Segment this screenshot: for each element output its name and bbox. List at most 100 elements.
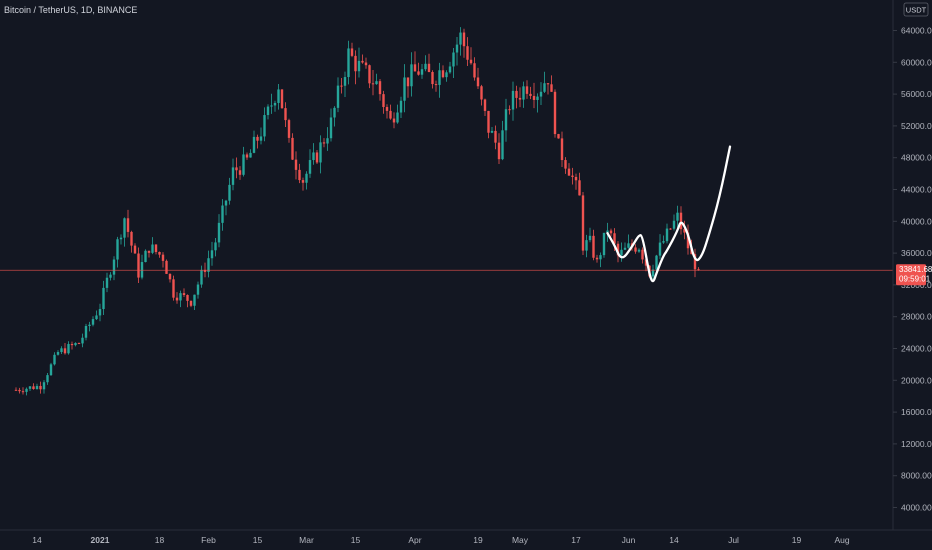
candle-body [270, 105, 273, 107]
quote-unit-frame [903, 2, 929, 17]
candle-body [511, 90, 515, 110]
candle-body [483, 99, 487, 111]
candle-body [88, 324, 91, 326]
candle-body [14, 389, 18, 391]
candle-body [123, 218, 126, 238]
candle-body [329, 117, 333, 139]
candle-body [91, 319, 95, 325]
quote-unit-label: USDT [906, 6, 927, 15]
candle-body [214, 242, 217, 251]
time-tick-label: Mar [299, 535, 314, 545]
time-tick-label: 18 [155, 535, 165, 545]
time-axis[interactable]: 14 2021 18 Feb 15 Mar 15 Apr 19 May 17 Jun 14 Jul 19 Au… [32, 535, 850, 545]
candle-body [480, 86, 483, 100]
candle-body [168, 273, 172, 280]
projection-drawing[interactable] [606, 145, 732, 283]
candle-body [686, 232, 690, 249]
candle-body [655, 255, 658, 270]
candle-body [105, 277, 109, 288]
candle-body [224, 200, 228, 206]
candle-body [581, 195, 585, 251]
candle-body [81, 337, 84, 344]
candle-body [322, 142, 326, 144]
candle-body [242, 154, 245, 175]
candle-body [469, 59, 473, 64]
candle-body [595, 257, 599, 260]
candle-body [693, 254, 697, 270]
candle-body [333, 107, 336, 118]
candle-body [543, 83, 546, 92]
candle-body [273, 102, 277, 106]
candle-body [676, 212, 679, 221]
candle-body [536, 96, 539, 100]
candle-body [196, 284, 200, 295]
candle-body [525, 86, 529, 94]
candle-body [28, 386, 32, 389]
candle-body [263, 115, 266, 137]
time-tick-label: 14 [32, 535, 42, 545]
candle-body [259, 136, 263, 141]
candle-body [564, 160, 567, 169]
candle-body [567, 168, 571, 176]
price-tick-label: 48000.00 [901, 153, 932, 163]
time-tick-label: 15 [351, 535, 361, 545]
candle-body [336, 85, 340, 108]
candle-body [665, 228, 669, 242]
candle-body [179, 293, 182, 301]
candle-body [658, 242, 662, 256]
candle-body [63, 348, 67, 354]
candle-body [501, 130, 504, 160]
candle-body [77, 343, 81, 345]
candle-body [679, 212, 683, 230]
candle-body [413, 64, 417, 72]
candle-body [588, 235, 592, 241]
candle-body [410, 64, 413, 87]
candle-body [627, 243, 630, 248]
candle-body [368, 65, 371, 84]
candle-body [389, 110, 392, 119]
candle-body [455, 44, 459, 53]
candle-body [294, 159, 298, 170]
candle-body [326, 138, 329, 144]
candle-body [284, 108, 287, 121]
candle-body [613, 233, 616, 244]
candle-body [319, 142, 322, 163]
price-tick-label: 40000.00 [901, 216, 932, 226]
candle-body [522, 86, 525, 100]
candle-body [340, 85, 343, 87]
candle-body [25, 388, 28, 392]
candle-body [599, 255, 602, 260]
candle-body [102, 287, 105, 310]
candle-body [441, 70, 445, 78]
candle-body [130, 231, 133, 246]
candle-body [620, 249, 623, 256]
candle-body [21, 391, 25, 393]
candle-body [67, 344, 70, 354]
candle-body [154, 244, 158, 252]
candle-body [249, 152, 252, 158]
price-tick-label: 28000.00 [901, 312, 932, 322]
price-tick-label: 44000.00 [901, 185, 932, 195]
candle-body [74, 343, 77, 346]
candle-body [452, 52, 455, 67]
candle-body [438, 70, 441, 85]
candle-body [518, 97, 522, 100]
candle-body [644, 259, 648, 266]
price-tick-label: 36000.00 [901, 248, 932, 258]
candle-body [487, 110, 490, 133]
candle-body [210, 250, 214, 259]
candle-body [137, 253, 140, 278]
candle-body [277, 89, 280, 103]
candle-body [571, 175, 574, 177]
candle-body [203, 269, 207, 272]
quote-unit-button[interactable]: USDT [903, 2, 929, 17]
price-tick-label: 64000.00 [901, 26, 932, 36]
candle-body [228, 184, 231, 201]
candle-body [641, 249, 644, 260]
candle-body [399, 100, 403, 113]
candle-body [494, 130, 497, 143]
price-tick-label: 4000.00 [901, 503, 932, 513]
candle-body [161, 254, 165, 261]
candle-body [375, 81, 378, 85]
